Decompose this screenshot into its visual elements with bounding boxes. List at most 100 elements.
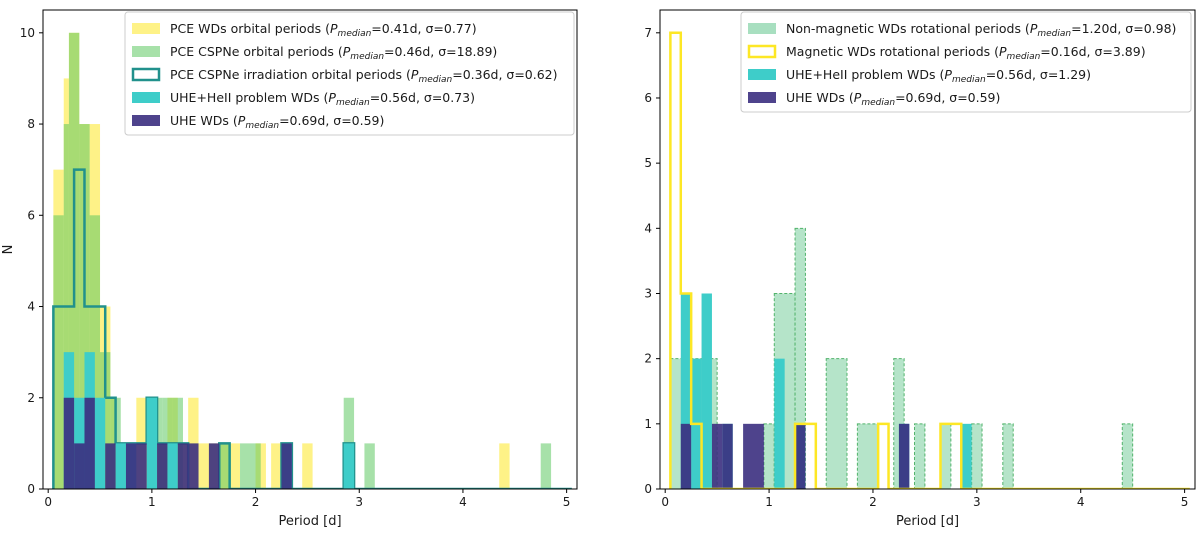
histogram-bar (74, 443, 85, 489)
histogram-bar (722, 423, 733, 489)
x-tick-label: 4 (459, 495, 467, 509)
histogram-bar (971, 423, 983, 489)
legend: Non-magnetic WDs rotational periods (Pme… (740, 11, 1192, 113)
x-tick-label: 2 (252, 495, 260, 509)
legend-entry: UHE+HeII problem WDs (Pmedian=0.56d, σ=0… (132, 90, 475, 108)
legend-label: Magnetic WDs rotational periods (Pmedian… (786, 44, 1146, 62)
legend-label: Non-magnetic WDs rotational periods (Pme… (786, 21, 1176, 39)
legend-swatch (132, 115, 160, 126)
legend-entry: PCE CSPNe orbital periods (Pmedian=0.46d… (132, 44, 497, 62)
histogram-bar (177, 443, 189, 489)
histogram-bar (1002, 423, 1014, 489)
histogram-bar (364, 443, 375, 489)
histogram-bar (240, 443, 261, 489)
y-tick-label: 8 (27, 117, 35, 131)
right-histogram-panel: 0 1 2 3 4 5 0 1 2 3 4 5 6 7 Period [d] Non-magnetic WDs… (644, 9, 1196, 529)
y-tick-label: 7 (644, 26, 652, 40)
legend-swatch (748, 92, 776, 103)
histogram-bar (229, 443, 241, 489)
histogram-bar (898, 423, 910, 489)
histogram-bar (115, 443, 126, 489)
histogram-bar (856, 423, 879, 489)
axes-frame (659, 9, 1196, 490)
y-tick-label: 2 (644, 352, 652, 366)
x-tick-label: 2 (869, 495, 877, 509)
axes-frame (42, 9, 578, 490)
histogram-bar (701, 293, 712, 489)
histogram-bar (1121, 423, 1134, 489)
x-tick-label: 5 (1181, 495, 1189, 509)
legend-swatch (748, 69, 776, 80)
histogram-bar (914, 423, 926, 489)
y-tick-label: 10 (20, 26, 35, 40)
y-axis-label: N (1, 245, 16, 255)
x-tick-label: 4 (1077, 495, 1085, 509)
histogram-bar (774, 358, 785, 489)
series-uhe-wds (63, 397, 292, 489)
x-axis-label: Period [d] (278, 514, 341, 529)
x-tick-label: 3 (355, 495, 363, 509)
y-tick-label: 6 (644, 91, 652, 105)
histogram-bar (939, 423, 952, 489)
legend-label: PCE WDs orbital periods (Pmedian=0.41d, … (170, 21, 477, 39)
histogram-bar (343, 443, 355, 489)
x-tick-label: 1 (148, 495, 156, 509)
y-tick-label: 4 (27, 300, 35, 314)
histogram-bar (795, 423, 806, 489)
x-tick-label: 1 (765, 495, 773, 509)
histogram-bar (281, 443, 292, 489)
histogram-bar (271, 443, 282, 489)
legend-swatch (747, 44, 777, 59)
histogram-bar (208, 443, 220, 489)
plot-area (669, 31, 1190, 489)
series-pce-cspne-irradiation-orbital-periods (52, 168, 572, 489)
legend-swatch (132, 92, 160, 103)
histogram-bar (94, 397, 106, 489)
histogram-bar (499, 443, 510, 489)
x-tick-label: 0 (661, 495, 669, 509)
histogram-bar (105, 443, 116, 489)
legend-entry: UHE WDs (Pmedian=0.69d, σ=0.59) (748, 90, 1000, 108)
legend-swatch (131, 67, 161, 82)
legend-label: UHE+HeII problem WDs (Pmedian=0.56d, σ=1… (786, 67, 1091, 85)
histogram-bar (146, 397, 158, 489)
histogram-bar (63, 397, 75, 489)
histogram-bar (219, 443, 230, 489)
histogram-bar (125, 443, 147, 489)
histogram-bar (961, 423, 972, 489)
plot-area (52, 32, 572, 489)
histogram-bar (794, 227, 806, 489)
y-tick-label: 4 (644, 221, 652, 235)
y-tick-label: 2 (27, 391, 35, 405)
x-tick-label: 0 (44, 495, 52, 509)
x-axis-label: Period [d] (896, 514, 959, 529)
legend-swatch (132, 23, 160, 34)
x-tick-label: 3 (973, 495, 981, 509)
legend-entry: Magnetic WDs rotational periods (Pmedian… (747, 44, 1146, 62)
y-tick-label: 1 (644, 417, 652, 431)
legend-box (740, 11, 1192, 113)
histogram-bar (53, 215, 64, 489)
legend-label: UHE+HeII problem WDs (Pmedian=0.56d, σ=0… (170, 90, 475, 108)
legend-label: PCE CSPNe irradiation orbital periods (P… (170, 67, 558, 85)
histogram-bar (763, 423, 775, 489)
legend-entry: Non-magnetic WDs rotational periods (Pme… (748, 21, 1176, 39)
histogram-bar (680, 293, 692, 489)
legend-entry: UHE WDs (Pmedian=0.69d, σ=0.59) (132, 113, 384, 131)
series-magnetic-wds-rotational-periods (669, 31, 1190, 489)
histogram-bar (743, 423, 764, 489)
legend: PCE WDs orbital periods (Pmedian=0.41d, … (124, 11, 575, 136)
y-tick-label: 6 (27, 208, 35, 222)
histogram-bar (825, 358, 848, 489)
y-tick-label: 3 (644, 286, 652, 300)
histogram-bar (711, 423, 723, 489)
histogram-bar (680, 423, 692, 489)
step-outline (669, 31, 1190, 489)
y-tick-label: 0 (644, 482, 652, 496)
histogram-bar (302, 443, 313, 489)
y-tick-label: 5 (644, 156, 652, 170)
legend-entry: PCE CSPNe irradiation orbital periods (P… (131, 67, 558, 85)
x-tick-label: 5 (563, 495, 571, 509)
histogram-bar (167, 443, 178, 489)
